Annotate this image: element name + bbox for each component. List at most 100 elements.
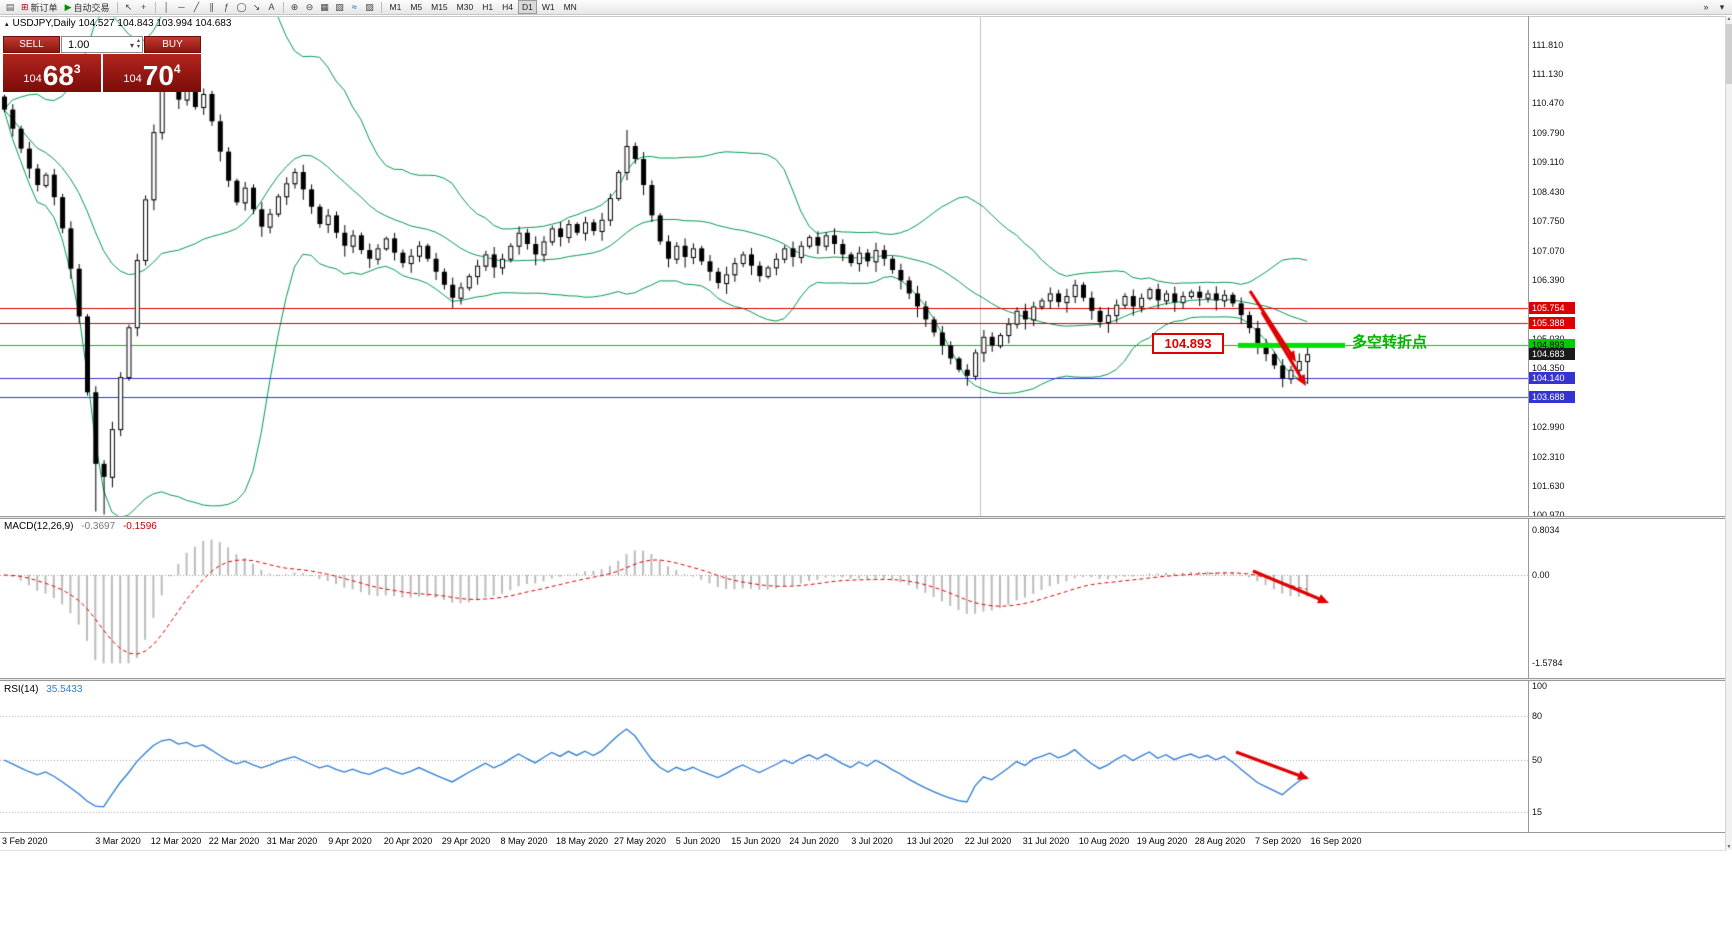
- bid-prefix: 104: [23, 73, 42, 85]
- fibonacci-icon[interactable]: ƒ: [223, 2, 229, 12]
- scroll-up-arrow[interactable]: [1726, 16, 1732, 22]
- timeframe-h1-button[interactable]: H1: [482, 2, 494, 12]
- window-bottom-line: [0, 850, 1726, 851]
- panel-splitter-rsi[interactable]: [0, 678, 1726, 681]
- vertical-line-icon[interactable]: │: [163, 2, 170, 12]
- date-label: 13 Jul 2020: [906, 836, 954, 846]
- date-label: 22 Mar 2020: [208, 836, 260, 846]
- rsi-indicator-name: RSI(14): [4, 684, 39, 695]
- price-level-tag: 105.754: [1529, 301, 1575, 314]
- cursor-icon[interactable]: ↖: [124, 1, 133, 12]
- date-label: 7 Sep 2020: [1254, 836, 1302, 846]
- rsi-scale-label: 80: [1532, 710, 1543, 721]
- date-label: 8 May 2020: [500, 836, 548, 846]
- price-annotation-label[interactable]: 104.893: [1152, 333, 1224, 354]
- timeframe-mn-button[interactable]: MN: [563, 2, 577, 12]
- macd-indicator-name: MACD(12,26,9): [4, 521, 74, 532]
- turning-point-annotation[interactable]: 多空转折点: [1352, 334, 1428, 351]
- macd-indicator-label: MACD(12,26,9) -0.3697 -0.1596: [4, 521, 157, 532]
- bid-price[interactable]: 104 68 3: [3, 54, 101, 92]
- date-label: 20 Apr 2020: [383, 836, 433, 846]
- volume-dropdown-caret[interactable]: [130, 39, 134, 51]
- price-tick: 102.990: [1532, 422, 1565, 433]
- sell-button[interactable]: SELL: [3, 36, 60, 53]
- toolbar-more-icon[interactable]: »: [1703, 2, 1709, 12]
- date-label: 10 Aug 2020: [1078, 836, 1130, 846]
- shapes-icon[interactable]: ◯: [236, 1, 247, 12]
- date-label: 22 Jul 2020: [964, 836, 1012, 846]
- date-label: 3 Jul 2020: [851, 836, 893, 846]
- channel-icon[interactable]: ∥: [209, 1, 214, 12]
- date-label: 16 Sep 2020: [1310, 836, 1362, 846]
- date-label: 9 Apr 2020: [328, 836, 372, 846]
- timeframe-h4-button[interactable]: H4: [502, 2, 513, 12]
- ask-big-digits: 70: [142, 60, 174, 91]
- macd-scale-label: 0.00: [1532, 570, 1550, 580]
- bid-big-digits: 68: [42, 60, 74, 91]
- auto-trading-icon: ▶: [64, 1, 72, 12]
- date-label: 15 Jun 2020: [731, 836, 781, 846]
- crosshair-icon[interactable]: +: [140, 2, 147, 12]
- timeframe-m30-button[interactable]: M30: [456, 2, 474, 12]
- date-label: 5 Jun 2020: [675, 836, 721, 846]
- vertical-scrollbar[interactable]: [1725, 16, 1732, 850]
- trendline-icon[interactable]: ╱: [193, 1, 200, 12]
- price-tick: 109.110: [1532, 157, 1564, 168]
- date-label: 12 Mar 2020: [150, 836, 202, 846]
- price-tick: 102.310: [1532, 451, 1565, 462]
- price-level-tag: 104.893: [1529, 338, 1575, 351]
- arrow-object-icon[interactable]: ↘: [252, 1, 261, 12]
- date-label: 19 Aug 2020: [1136, 836, 1188, 846]
- date-label: 27 May 2020: [613, 836, 667, 846]
- bid-pipette: 3: [73, 62, 81, 76]
- scroll-down-arrow[interactable]: [1726, 844, 1732, 850]
- price-tick: 107.750: [1532, 216, 1565, 227]
- date-label: 24 Jun 2020: [789, 836, 839, 846]
- buy-button[interactable]: BUY: [144, 36, 201, 53]
- volume-down-arrow[interactable]: [137, 45, 140, 51]
- date-label: 31 Mar 2020: [266, 836, 318, 846]
- timeframe-d1-button[interactable]: D1: [517, 0, 537, 14]
- date-label: 31 Jul 2020: [1022, 836, 1070, 846]
- macd-value-main: -0.3697: [81, 521, 116, 532]
- price-tick: 108.430: [1532, 186, 1565, 197]
- new-order-button[interactable]: ⊞ 新订单: [18, 1, 61, 14]
- ask-prefix: 104: [123, 73, 142, 85]
- time-axis-line: [0, 832, 1726, 833]
- rsi-scale-label: 15: [1532, 806, 1543, 817]
- zoom-out-icon[interactable]: ⊖: [305, 1, 314, 12]
- new-order-button-label: 新订单: [30, 2, 58, 13]
- zoom-in-icon[interactable]: ⊕: [290, 1, 299, 12]
- volume-input[interactable]: 1.00: [61, 36, 143, 53]
- text-icon[interactable]: A: [268, 2, 275, 12]
- scale-divider: [1528, 16, 1529, 832]
- rsi-scale-label: 50: [1532, 755, 1543, 765]
- rsi-scale-label: 100: [1532, 681, 1548, 691]
- chart-icon: ▴: [5, 20, 9, 28]
- price-tick: 107.070: [1532, 245, 1565, 256]
- macd-value-signal: -0.1596: [122, 521, 157, 532]
- timeframe-m15-button[interactable]: M15: [431, 2, 448, 12]
- price-tick: 104.350: [1532, 363, 1565, 374]
- horizontal-line-icon[interactable]: ─: [178, 2, 185, 12]
- date-label: 3 Feb 2020: [2, 836, 48, 846]
- ask-price[interactable]: 104 70 4: [103, 54, 201, 92]
- cascade-windows-icon[interactable]: ▧: [335, 1, 344, 12]
- toolbar-menu-icon[interactable]: ▾: [1719, 1, 1725, 12]
- panel-splitter-macd[interactable]: [0, 516, 1726, 519]
- timeframe-m1-button[interactable]: M1: [389, 2, 402, 12]
- template-icon[interactable]: ▨: [365, 1, 374, 12]
- timeframe-m5-button[interactable]: M5: [410, 2, 423, 12]
- symbol-ohlc-text: USDJPY,Daily 104.527 104.843 103.994 104…: [12, 18, 232, 29]
- indicators-list-icon[interactable]: ≈: [352, 2, 357, 12]
- rsi-value: 35.5433: [46, 684, 83, 695]
- one-click-trading-panel: SELL 1.00 BUY 104 68 3 104 70 4: [3, 36, 201, 92]
- auto-trading-button[interactable]: ▶ 自动交易: [62, 1, 113, 14]
- tile-windows-icon[interactable]: ▦: [320, 1, 329, 12]
- chart-window-icon[interactable]: ▤: [5, 1, 15, 12]
- timeframe-w1-button[interactable]: W1: [541, 2, 555, 12]
- price-tick: 100.970: [1532, 509, 1565, 520]
- scrollbar-thumb[interactable]: [1726, 24, 1732, 84]
